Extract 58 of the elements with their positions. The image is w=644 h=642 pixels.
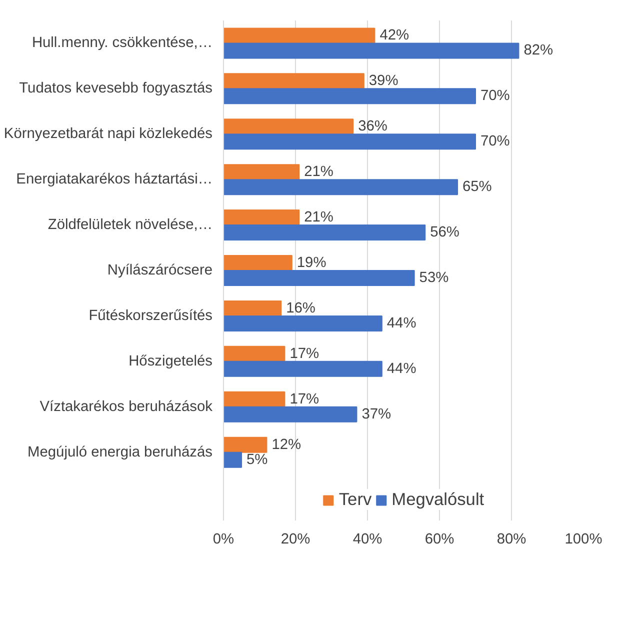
data-label: 19% [296, 255, 326, 271]
data-label: 12% [272, 436, 302, 453]
x-tick-label: 60% [424, 532, 454, 548]
x-tick-label: 0% [212, 532, 234, 548]
bar [224, 73, 364, 90]
bar [224, 391, 286, 408]
legend-label: Terv [338, 489, 372, 510]
x-tick-label: 40% [352, 532, 382, 548]
bar [224, 42, 520, 59]
data-label: 53% [419, 270, 449, 286]
y-tick-label: Megújuló energia beruházás [28, 444, 213, 460]
data-label: 37% [362, 406, 392, 422]
data-label: 21% [304, 210, 334, 226]
bar [224, 224, 426, 241]
bar [224, 28, 376, 44]
data-label: 70% [480, 134, 510, 150]
data-label: 56% [430, 224, 460, 241]
y-tick-label: Fűtéskorszerűsítés [88, 308, 213, 324]
x-tick-label: 20% [280, 532, 310, 548]
y-tick-label: Hőszigetelés [128, 353, 213, 370]
data-label: 39% [368, 73, 398, 90]
data-label: 44% [386, 360, 416, 377]
bar [224, 210, 300, 226]
y-tick-label: Tudatos kevesebb fogyasztás [19, 80, 212, 97]
data-label: 82% [524, 42, 554, 59]
bar [224, 118, 354, 135]
bar [224, 452, 242, 468]
y-tick-label: Zöldfelületek növelése,… [48, 217, 213, 234]
data-label: 44% [386, 315, 416, 332]
y-tick-label: Környezetbarát napi közlekedés [4, 126, 213, 142]
data-label: 17% [290, 346, 320, 362]
bar [224, 360, 382, 377]
y-tick-label: Víztakarékos beruházások [40, 398, 214, 415]
bar [224, 255, 292, 271]
bar [224, 164, 300, 180]
data-label: 70% [480, 88, 510, 104]
legend-label: Megvalósult [392, 489, 484, 510]
data-label: 5% [246, 452, 268, 468]
y-tick-label: Hull.menny. csökkentése,… [32, 35, 212, 52]
bar [224, 315, 382, 332]
data-label: 42% [380, 28, 410, 44]
bar [224, 270, 415, 286]
data-label: 65% [462, 179, 492, 196]
y-tick-label: Energiatakarékos háztartási… [16, 172, 212, 188]
y-tick-label: Nyílászárócsere [107, 262, 213, 278]
bar [224, 300, 282, 316]
bar [224, 406, 358, 422]
data-label: 36% [358, 118, 388, 135]
data-label: 16% [286, 300, 316, 316]
x-tick-label: 100% [564, 532, 602, 548]
data-label: 17% [290, 391, 320, 408]
bar [224, 179, 458, 196]
x-tick-label: 80% [496, 532, 526, 548]
bar [224, 346, 286, 362]
data-label: 21% [304, 164, 334, 180]
bar [224, 134, 476, 150]
bar [224, 436, 268, 453]
bar [224, 88, 476, 104]
